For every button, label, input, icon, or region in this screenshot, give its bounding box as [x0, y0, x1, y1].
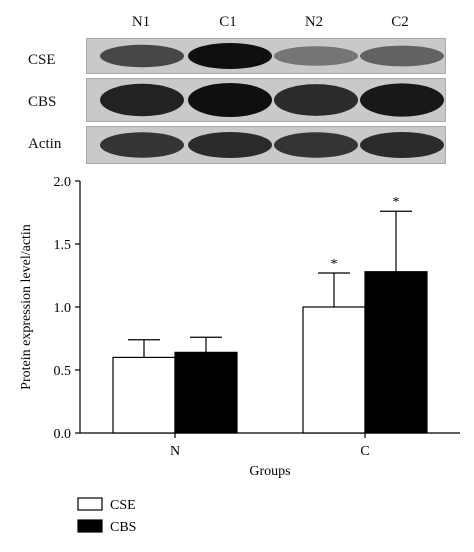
blot-strip-cse [86, 38, 446, 74]
blot-band-actin-c2 [360, 131, 444, 159]
blot-row-label-cbs: CBS [28, 94, 57, 110]
blot-band-cbs-n1 [100, 83, 184, 117]
blot-band-cse-n2 [274, 46, 358, 66]
y-axis-label: Protein expression level/actin [19, 224, 34, 390]
blot-band-cse-n1 [100, 44, 184, 68]
blot-row-label-actin: Actin [28, 136, 62, 152]
lane-label-c1: C1 [219, 14, 237, 30]
legend-label-cse: CSE [110, 498, 136, 513]
blot-band-actin-c1 [188, 131, 272, 159]
blot-row-label-cse: CSE [28, 52, 56, 68]
y-tick-label: 2.0 [54, 175, 72, 190]
blot-bands-cse [100, 43, 444, 69]
lane-label-n1: N1 [131, 14, 151, 30]
lane-label-n2: N2 [304, 14, 324, 30]
legend-label-cbs: CBS [110, 520, 136, 535]
blot-band-cbs-c1 [188, 83, 272, 117]
x-tick-label: N [170, 444, 180, 459]
significance-marker: * [331, 257, 338, 272]
blot-band-cbs-n2 [274, 84, 358, 116]
lane-label-c2: C2 [391, 14, 409, 30]
blot-band-actin-n1 [100, 132, 184, 158]
y-tick-label: 1.5 [54, 238, 72, 253]
legend-swatch-cse [77, 497, 103, 511]
blot-band-actin-n2 [274, 132, 358, 158]
bar-cse-c [302, 306, 366, 434]
blot-bands-actin [100, 131, 444, 159]
blot-bands-cbs [100, 83, 444, 117]
bar-cbs-n [174, 351, 238, 434]
blot-band-cse-c2 [360, 45, 444, 67]
blot-strip-actin [86, 126, 446, 164]
y-tick-label: 0.5 [54, 364, 72, 379]
bar-cbs-c [364, 271, 428, 434]
blot-band-cbs-c2 [360, 83, 444, 117]
significance-marker: * [393, 195, 400, 210]
legend-swatch-cbs [77, 519, 103, 533]
bar-cse-n [112, 356, 176, 434]
x-tick-label: C [360, 444, 369, 459]
blot-strip-cbs [86, 78, 446, 122]
blot-band-cse-c1 [188, 43, 272, 69]
x-axis-label: Groups [249, 464, 290, 479]
y-tick-label: 0.0 [54, 427, 72, 442]
y-tick-label: 1.0 [54, 301, 72, 316]
